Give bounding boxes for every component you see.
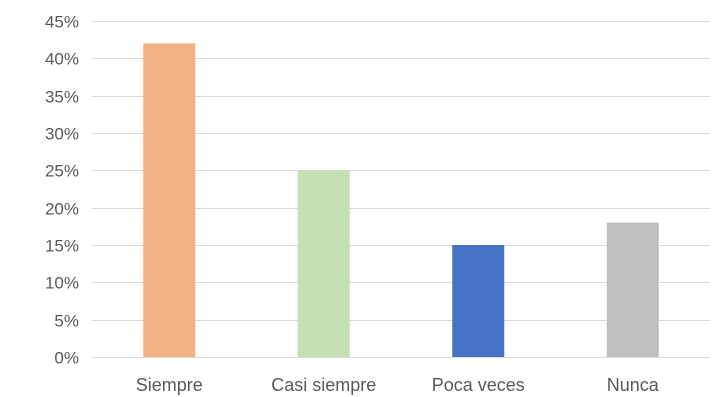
bars [143, 43, 659, 358]
y-tick-label: 20% [45, 200, 79, 219]
x-category-label: Nunca [607, 375, 660, 395]
bar-siempre [143, 43, 196, 358]
x-axis-category-labels: Siempre Casi siempre Poca veces Nunca [136, 375, 660, 395]
bar-casi-siempre [297, 170, 350, 357]
x-category-label: Casi siempre [271, 375, 376, 395]
y-tick-label: 30% [45, 125, 79, 144]
y-tick-label: 25% [45, 162, 79, 181]
y-tick-label: 45% [45, 13, 79, 32]
x-category-label: Siempre [136, 375, 203, 395]
bar-poca-veces [452, 245, 505, 357]
y-tick-label: 40% [45, 50, 79, 69]
y-axis-tick-labels: 0% 5% 10% 15% 20% 25% 30% 35% 40% 45% [45, 13, 79, 368]
y-tick-label: 10% [45, 274, 79, 293]
y-tick-label: 5% [54, 312, 79, 331]
y-tick-label: 0% [54, 349, 79, 368]
x-category-label: Poca veces [432, 375, 525, 395]
y-tick-label: 15% [45, 237, 79, 256]
bar-nunca [606, 222, 659, 357]
y-tick-label: 35% [45, 88, 79, 107]
